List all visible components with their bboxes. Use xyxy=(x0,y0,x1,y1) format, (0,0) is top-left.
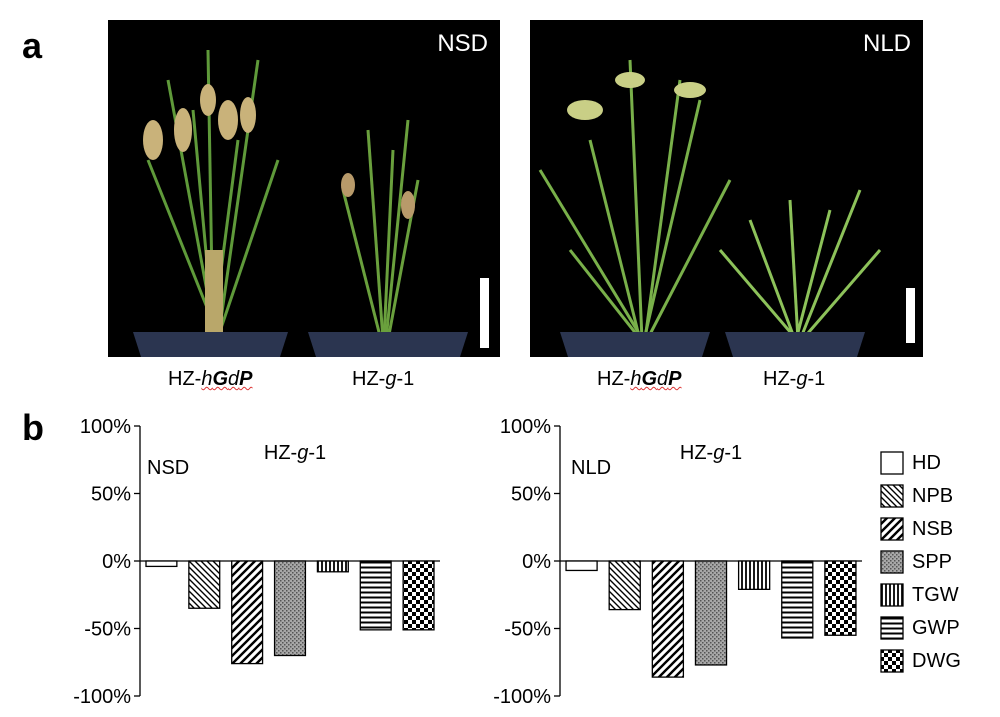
chart-nsd: 100% 50% 0% -50% -100% NSD HZ-g-1 xyxy=(73,416,440,708)
legend-item-gwp: GWP xyxy=(880,615,960,641)
legend-item-npb: NPB xyxy=(880,483,953,509)
bar-spp xyxy=(694,560,728,666)
legend-item-tgw: TGW xyxy=(880,582,959,608)
scale-bar-nld xyxy=(906,288,915,343)
legend-label: NPB xyxy=(912,484,954,507)
condition-tag-nsd: NSD xyxy=(437,30,488,57)
panel-b-letter: b xyxy=(22,407,44,448)
rice-plants-nld-image xyxy=(538,59,882,357)
legend-label: HD xyxy=(912,451,941,474)
legend-label: TGW xyxy=(912,583,959,606)
bar-dwg xyxy=(824,560,857,636)
y-tick-label: -100% xyxy=(493,686,551,708)
y-tick-label: 50% xyxy=(91,484,131,506)
bar-gwp xyxy=(359,560,392,631)
label-hz-hgdp-nld: HZ-hGdP xyxy=(597,368,682,390)
legend-item-nsb: NSB xyxy=(880,516,953,542)
y-tick-label: -50% xyxy=(504,619,551,641)
y-tick-label: 0% xyxy=(102,551,131,573)
bar-gwp xyxy=(781,560,814,639)
y-tick-label: 100% xyxy=(80,416,131,438)
scale-bar-nsd xyxy=(480,278,489,348)
legend-swatch xyxy=(880,484,904,508)
bar-nsb xyxy=(231,560,264,665)
chart-legend: HD NPB NSB SPP TGW GWP DWG xyxy=(880,450,995,690)
bar-tgw xyxy=(737,560,771,591)
chart-nld: 100% 50% 0% -50% -100% NLD HZ-g-1 xyxy=(493,416,862,708)
legend-item-hd: HD xyxy=(880,450,941,476)
rice-plants-nsd-image xyxy=(133,49,468,357)
condition-label: NLD xyxy=(571,457,611,479)
label-hz-hgdp-nsd: HZ-hGdP xyxy=(168,368,253,390)
legend-swatch xyxy=(880,616,904,640)
panel-a-letter: a xyxy=(22,25,43,66)
legend-swatch xyxy=(880,550,904,574)
y-tick-label: -50% xyxy=(84,619,131,641)
y-tick-label: 50% xyxy=(511,484,551,506)
legend-swatch xyxy=(880,649,904,673)
bar-spp xyxy=(273,560,307,657)
bar-npb xyxy=(608,560,641,611)
y-tick-label: -100% xyxy=(73,686,131,708)
y-tick-label: 100% xyxy=(500,416,551,438)
label-hz-g1-nsd: HZ-g-1 xyxy=(352,368,415,390)
rice-photo-nld: NLD xyxy=(530,20,923,357)
rice-photo-nsd: NSD xyxy=(108,20,500,357)
bar-tgw xyxy=(316,560,349,573)
y-tick-label: 0% xyxy=(522,551,551,573)
condition-tag-nld: NLD xyxy=(862,30,911,57)
chart-title: HZ-g-1 xyxy=(264,442,326,464)
legend-item-spp: SPP xyxy=(880,549,952,575)
legend-item-dwg: DWG xyxy=(880,648,961,674)
legend-label: SPP xyxy=(912,550,953,573)
bar-hd xyxy=(565,560,598,572)
chart-title: HZ-g-1 xyxy=(680,442,742,464)
legend-label: GWP xyxy=(912,616,960,639)
legend-swatch xyxy=(880,517,904,541)
legend-label: NSB xyxy=(912,517,954,540)
label-hz-g1-nld: HZ-g-1 xyxy=(763,368,826,390)
legend-label: DWG xyxy=(912,649,961,672)
legend-swatch xyxy=(880,451,904,475)
legend-swatch xyxy=(880,583,904,607)
bar-hd xyxy=(145,560,178,568)
bar-npb xyxy=(188,560,221,609)
condition-label: NSD xyxy=(147,457,189,479)
bar-nsb xyxy=(651,560,685,678)
bar-dwg xyxy=(402,560,435,631)
